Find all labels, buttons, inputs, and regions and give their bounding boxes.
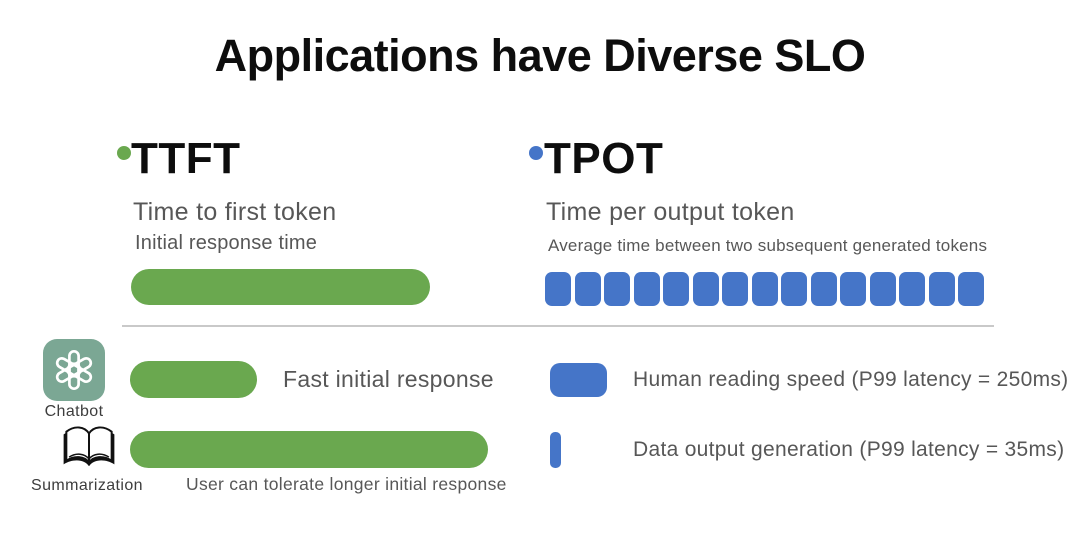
summarization-ttft-bar	[130, 431, 488, 468]
page-title: Applications have Diverse SLO	[214, 30, 866, 81]
summarization-ttft-caption: User can tolerate longer initial respons…	[186, 474, 507, 494]
chatbot-label: Chatbot	[44, 403, 104, 420]
tpot-desc: Average time between two subsequent gene…	[548, 236, 988, 255]
chatbot-ttft-bar	[130, 361, 257, 398]
tpot-token-square	[692, 272, 719, 306]
tpot-token-square	[958, 272, 984, 306]
tpot-token-square	[869, 272, 896, 306]
ttft-demo-bar	[131, 269, 430, 305]
ttft-desc: Initial response time	[135, 232, 318, 254]
section-divider	[122, 325, 994, 327]
summarization-book-icon	[60, 422, 118, 474]
tpot-token-square	[781, 272, 807, 306]
chatbot-ttft-caption: Fast initial response	[283, 366, 494, 392]
summarization-label: Summarization	[31, 477, 143, 494]
tpot-token-square	[574, 272, 601, 306]
summarization-tpot-caption: Data output generation (P99 latency = 35…	[633, 438, 1065, 461]
ttft-name: Time to first token	[133, 198, 337, 226]
tpot-token-square	[928, 272, 955, 306]
tpot-token-square	[722, 272, 748, 306]
tpot-token-square	[751, 272, 778, 306]
tpot-token-square	[633, 272, 660, 306]
chatbot-tpot-bar	[550, 363, 607, 397]
tpot-token-square	[840, 272, 866, 306]
tpot-token-square	[663, 272, 689, 306]
ttft-abbr: TTFT	[131, 134, 241, 183]
tpot-bullet-icon	[529, 146, 543, 160]
chatbot-tpot-caption: Human reading speed (P99 latency = 250ms…	[633, 368, 1069, 391]
openai-knot-icon	[55, 349, 93, 391]
open-book-icon	[63, 426, 115, 467]
tpot-abbr: TPOT	[544, 134, 664, 183]
ttft-bullet-icon	[117, 146, 131, 160]
tpot-token-square	[899, 272, 925, 306]
tpot-token-square	[604, 272, 630, 306]
tpot-name: Time per output token	[546, 198, 795, 226]
summarization-tpot-bar	[550, 432, 561, 468]
tpot-token-square	[545, 272, 571, 306]
tpot-token-row	[545, 272, 984, 306]
tpot-token-square	[810, 272, 837, 306]
chatbot-openai-icon	[43, 339, 105, 401]
